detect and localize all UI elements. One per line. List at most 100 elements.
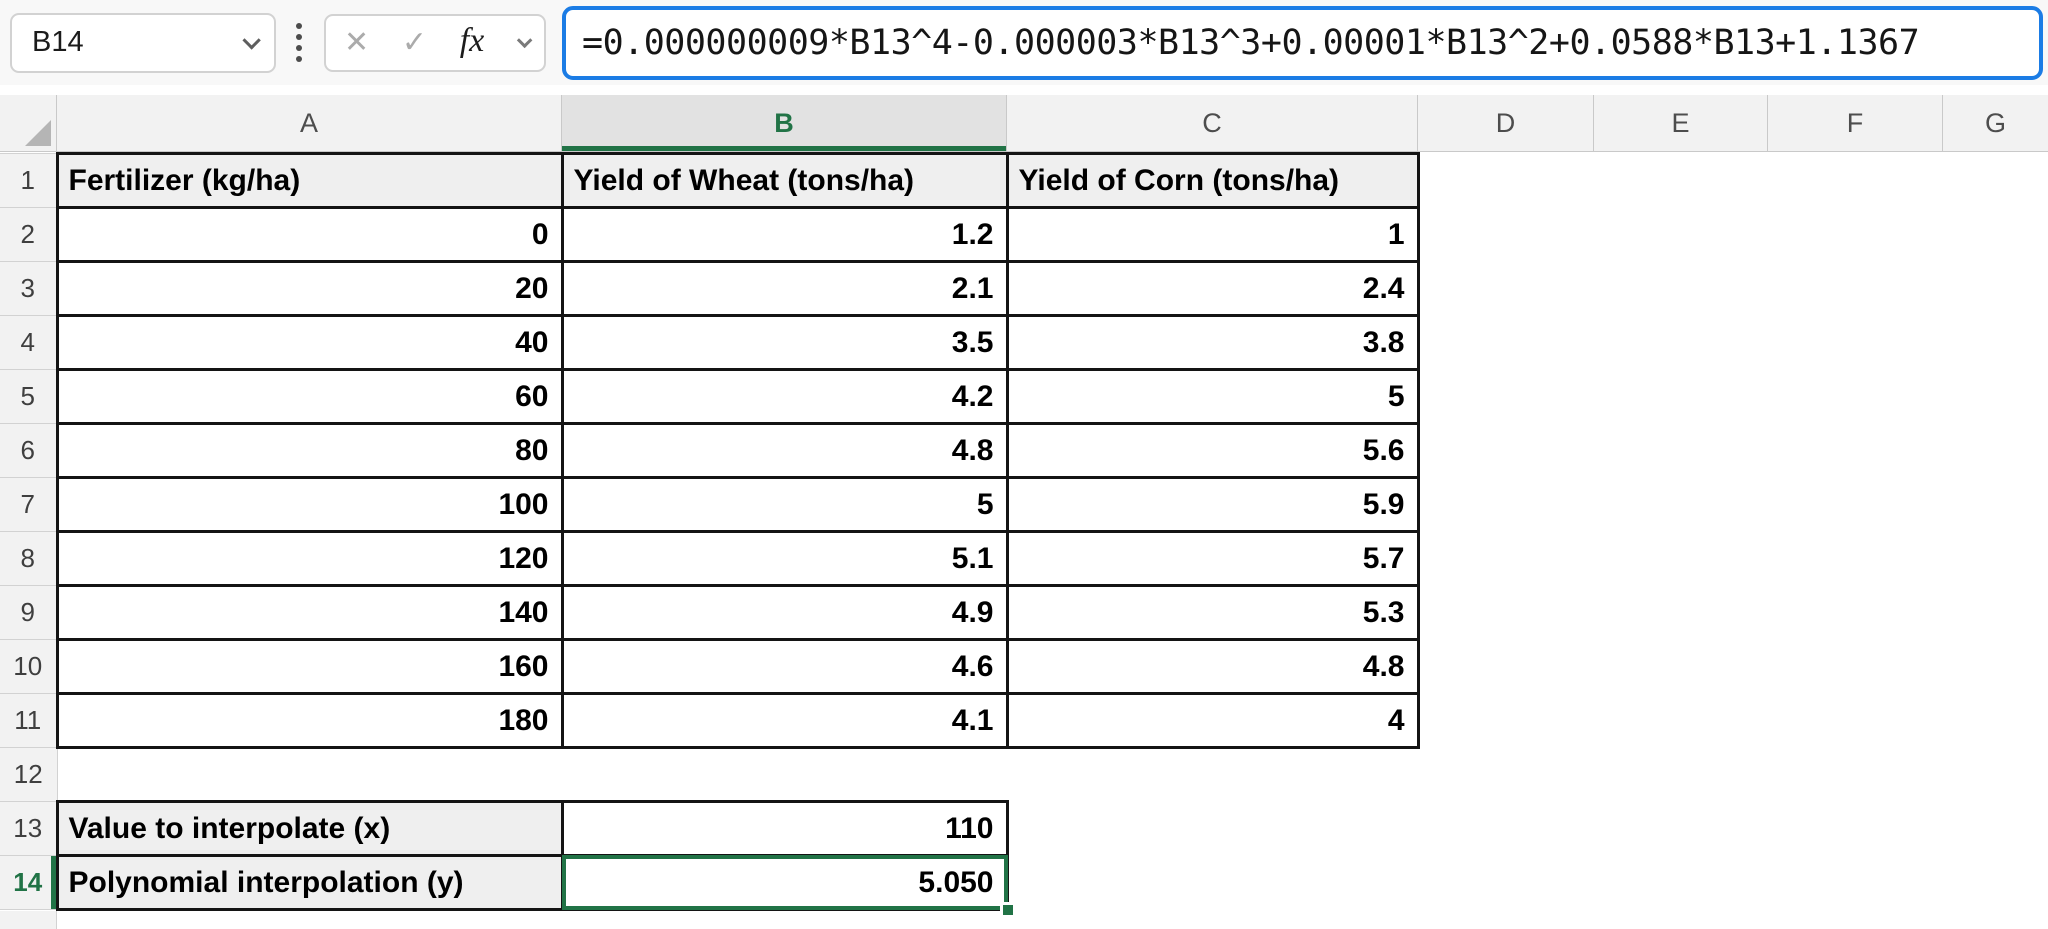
cell-c5[interactable]: 5 (1005, 368, 1420, 425)
column-header-g[interactable]: G (1984, 107, 2006, 138)
select-all-triangle-icon (25, 120, 51, 146)
table-row: 2 0 1.2 1 (0, 206, 2048, 263)
table-row: 9 140 4.9 5.3 (0, 584, 2048, 641)
table-row: 8 120 5.1 5.7 (0, 530, 2048, 587)
column-header-e[interactable]: E (1594, 95, 1768, 151)
cancel-icon[interactable]: ✕ (344, 25, 370, 59)
row-header-12[interactable]: 12 (0, 747, 58, 802)
empty-cells[interactable] (1418, 207, 2048, 262)
select-all-corner[interactable] (0, 95, 57, 151)
cell-c11[interactable]: 4 (1005, 692, 1420, 749)
table-row: 3 20 2.1 2.4 (0, 260, 2048, 317)
chrome-grid-divider (0, 85, 2048, 95)
cell-a5[interactable]: 60 (55, 368, 564, 425)
cell-a6[interactable]: 80 (55, 422, 564, 479)
cell-c4[interactable]: 3.8 (1005, 314, 1420, 371)
confirm-icon[interactable]: ✓ (401, 25, 427, 59)
row-header-13[interactable]: 13 (0, 801, 58, 856)
column-header-b[interactable]: B (562, 95, 1007, 151)
table-row: 7 100 5 5.9 (0, 476, 2048, 533)
cell-b7[interactable]: 5 (560, 476, 1009, 533)
empty-cells[interactable] (1418, 261, 2048, 316)
cell-b11[interactable]: 4.1 (560, 692, 1009, 749)
empty-cells[interactable] (1418, 423, 2048, 478)
row-header-14[interactable]: 14 (0, 855, 58, 910)
empty-cells[interactable] (1418, 531, 2048, 586)
empty-cells[interactable] (1418, 153, 2048, 208)
formula-text: =0.000000009*B13^4-0.000003*B13^3+0.0000… (582, 22, 1920, 63)
cell-c10[interactable]: 4.8 (1005, 638, 1420, 695)
cell-c7[interactable]: 5.9 (1005, 476, 1420, 533)
empty-cells[interactable] (1418, 369, 2048, 424)
cell-c1[interactable]: Yield of Corn (tons/ha) (1005, 152, 1420, 209)
cell-c3[interactable]: 2.4 (1005, 260, 1420, 317)
column-header-a[interactable]: A (57, 95, 562, 151)
cell-a8[interactable]: 120 (55, 530, 564, 587)
row-header-6[interactable]: 6 (0, 423, 58, 478)
chevron-down-icon[interactable] (516, 32, 533, 49)
sheet-empty-area[interactable] (0, 911, 2048, 929)
empty-cells[interactable] (57, 747, 2048, 802)
row-header-column-strip (0, 911, 57, 929)
row-header-9[interactable]: 9 (0, 585, 58, 640)
row-header-1[interactable]: 1 (0, 153, 58, 208)
empty-cells[interactable] (1007, 855, 2048, 910)
table-row: 11 180 4.1 4 (0, 692, 2048, 749)
cell-a3[interactable]: 20 (55, 260, 564, 317)
cell-c2[interactable]: 1 (1005, 206, 1420, 263)
cell-b2[interactable]: 1.2 (560, 206, 1009, 263)
cell-b10[interactable]: 4.6 (560, 638, 1009, 695)
row-header-10[interactable]: 10 (0, 639, 58, 694)
cell-b13[interactable]: 110 (560, 800, 1009, 857)
cell-c8[interactable]: 5.7 (1005, 530, 1420, 587)
name-box-value: B14 (32, 26, 84, 58)
cell-b3[interactable]: 2.1 (560, 260, 1009, 317)
empty-cells[interactable] (1007, 801, 2048, 856)
table-row: 4 40 3.5 3.8 (0, 314, 2048, 371)
row-header-11[interactable]: 11 (0, 693, 58, 748)
formula-bar-grip-icon[interactable] (296, 23, 302, 62)
cell-b6[interactable]: 4.8 (560, 422, 1009, 479)
name-box[interactable]: B14 (10, 12, 276, 73)
empty-cells[interactable] (1418, 693, 2048, 748)
cell-a7[interactable]: 100 (55, 476, 564, 533)
column-header-c[interactable]: C (1007, 95, 1418, 151)
cell-a11[interactable]: 180 (55, 692, 564, 749)
empty-cells[interactable] (1418, 315, 2048, 370)
table-row: 12 (0, 747, 2048, 802)
chevron-down-icon[interactable] (242, 31, 261, 50)
cell-a10[interactable]: 160 (55, 638, 564, 695)
cell-b14-selected[interactable]: 5.050 (560, 854, 1016, 918)
cell-b5[interactable]: 4.2 (560, 368, 1009, 425)
empty-cells[interactable] (1418, 585, 2048, 640)
row-header-5[interactable]: 5 (0, 369, 58, 424)
cell-a13[interactable]: Value to interpolate (x) (55, 800, 564, 857)
table-row: 14 Polynomial interpolation (y) 5.050 (0, 854, 2048, 918)
cell-a9[interactable]: 140 (55, 584, 564, 641)
formula-actions-group: ✕ ✓ fx (324, 13, 546, 72)
row-header-2[interactable]: 2 (0, 207, 58, 262)
cell-a4[interactable]: 40 (55, 314, 564, 371)
cell-a14[interactable]: Polynomial interpolation (y) (55, 854, 564, 911)
cell-b8[interactable]: 5.1 (560, 530, 1009, 587)
empty-cells[interactable] (1418, 639, 2048, 694)
cell-c6[interactable]: 5.6 (1005, 422, 1420, 479)
column-headers: A B C D E F G (0, 95, 2048, 152)
table-row: 10 160 4.6 4.8 (0, 638, 2048, 695)
cell-c9[interactable]: 5.3 (1005, 584, 1420, 641)
row-header-7[interactable]: 7 (0, 477, 58, 532)
formula-input[interactable]: =0.000000009*B13^4-0.000003*B13^3+0.0000… (562, 5, 2043, 80)
insert-function-icon[interactable]: fx (459, 21, 485, 59)
column-header-d[interactable]: D (1418, 95, 1594, 151)
cell-b1[interactable]: Yield of Wheat (tons/ha) (560, 152, 1009, 209)
column-header-f[interactable]: F (1768, 95, 1943, 151)
row-header-3[interactable]: 3 (0, 261, 58, 316)
cell-a1[interactable]: Fertilizer (kg/ha) (55, 152, 564, 209)
fill-handle[interactable] (999, 902, 1016, 918)
empty-cells[interactable] (1418, 477, 2048, 532)
cell-b4[interactable]: 3.5 (560, 314, 1009, 371)
cell-a2[interactable]: 0 (55, 206, 564, 263)
row-header-8[interactable]: 8 (0, 531, 58, 586)
cell-b9[interactable]: 4.9 (560, 584, 1009, 641)
row-header-4[interactable]: 4 (0, 315, 58, 370)
